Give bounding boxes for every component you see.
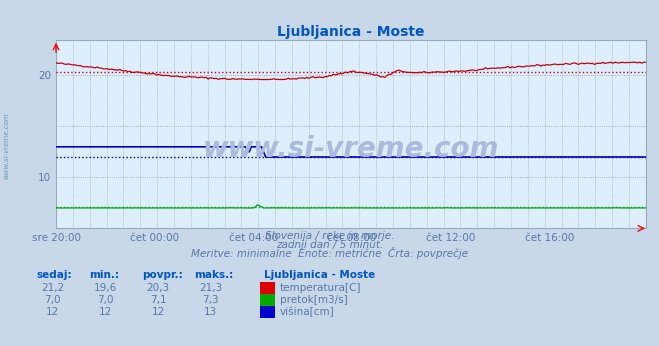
Text: Slovenija / reke in morje.: Slovenija / reke in morje. (265, 231, 394, 241)
Text: 12: 12 (99, 307, 112, 317)
Text: Meritve: minimalne  Enote: metrične  Črta: povprečje: Meritve: minimalne Enote: metrične Črta:… (191, 247, 468, 260)
Text: 13: 13 (204, 307, 217, 317)
Text: www.si-vreme.com: www.si-vreme.com (203, 135, 499, 163)
Text: 19,6: 19,6 (94, 283, 117, 293)
Text: 12: 12 (46, 307, 59, 317)
Text: 20,3: 20,3 (146, 283, 170, 293)
Text: 21,3: 21,3 (199, 283, 223, 293)
Text: temperatura[C]: temperatura[C] (280, 283, 362, 293)
Text: Ljubljanica - Moste: Ljubljanica - Moste (264, 270, 375, 280)
Text: 12: 12 (152, 307, 165, 317)
Text: višina[cm]: višina[cm] (280, 307, 335, 317)
Title: Ljubljanica - Moste: Ljubljanica - Moste (277, 25, 424, 39)
Text: 7,1: 7,1 (150, 295, 167, 305)
Text: povpr.:: povpr.: (142, 270, 183, 280)
Text: maks.:: maks.: (194, 270, 234, 280)
Text: zadnji dan / 5 minut.: zadnji dan / 5 minut. (276, 240, 383, 250)
Text: 7,0: 7,0 (97, 295, 114, 305)
Text: www.si-vreme.com: www.si-vreme.com (3, 112, 10, 179)
Text: min.:: min.: (89, 270, 119, 280)
Text: 7,0: 7,0 (44, 295, 61, 305)
Text: 21,2: 21,2 (41, 283, 65, 293)
Text: 7,3: 7,3 (202, 295, 219, 305)
Text: pretok[m3/s]: pretok[m3/s] (280, 295, 348, 305)
Text: sedaj:: sedaj: (36, 270, 72, 280)
